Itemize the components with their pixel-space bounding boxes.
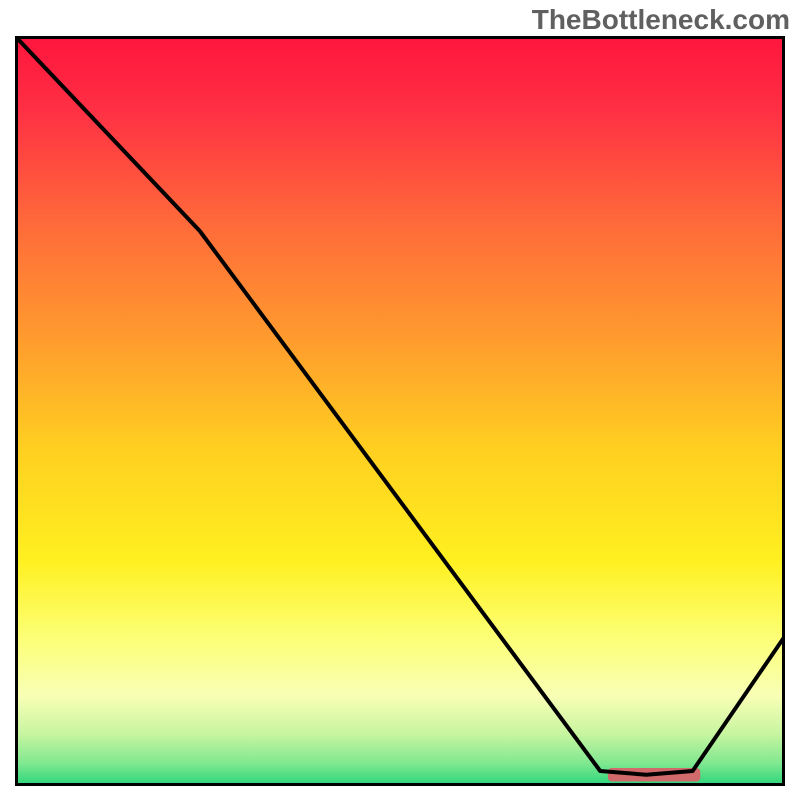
chart-area: [15, 36, 785, 786]
chart-svg: [15, 36, 785, 786]
watermark-text: TheBottleneck.com: [532, 4, 790, 36]
chart-container: TheBottleneck.com: [0, 0, 800, 800]
chart-background: [15, 36, 785, 786]
